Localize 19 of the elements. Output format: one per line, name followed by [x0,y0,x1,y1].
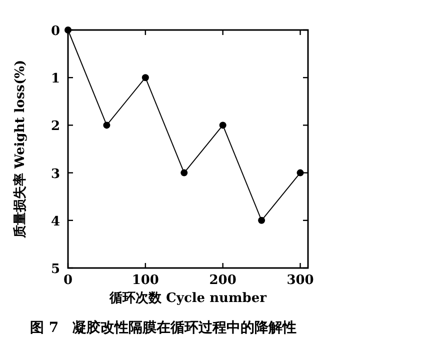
y-tick-label: 1 [50,72,60,87]
x-tick-label: 0 [63,273,73,288]
y-tick-label: 4 [50,214,60,230]
point [142,74,149,82]
point [180,169,188,176]
text: 图 7 凝胶改性隔膜在循环过程中的降解性 [30,319,297,336]
y-axis-title: 质量损失率 Weight loss(%) [12,60,28,240]
x-tick-label: 200 [209,273,236,288]
y-tick-label: 2 [50,119,60,134]
point [103,122,110,129]
x-axis-title: 循环次数 Cycle number [108,291,267,306]
x-tick-label: 100 [132,273,159,288]
x-tick-label: 300 [286,273,314,288]
point [219,122,226,129]
point [258,216,266,224]
y-tick-label: 5 [50,262,60,277]
point [296,169,304,176]
y-tick-label: 3 [50,166,60,182]
y-tick-label: 0 [50,24,60,39]
